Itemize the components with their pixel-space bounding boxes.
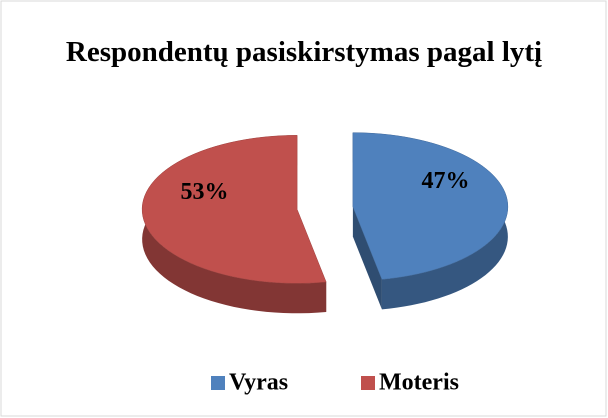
legend-label: Vyras (229, 370, 288, 396)
slice (352, 132, 509, 280)
legend-swatch (361, 376, 375, 390)
legend-label: Moteris (379, 370, 459, 396)
slice-side (352, 206, 382, 310)
data-label: 47% (421, 168, 469, 194)
chart-title: Respondentų pasiskirstymas pagal lytį (65, 36, 543, 68)
legend-swatch (211, 376, 225, 390)
data-label: 53% (181, 179, 229, 205)
slice (141, 135, 327, 284)
